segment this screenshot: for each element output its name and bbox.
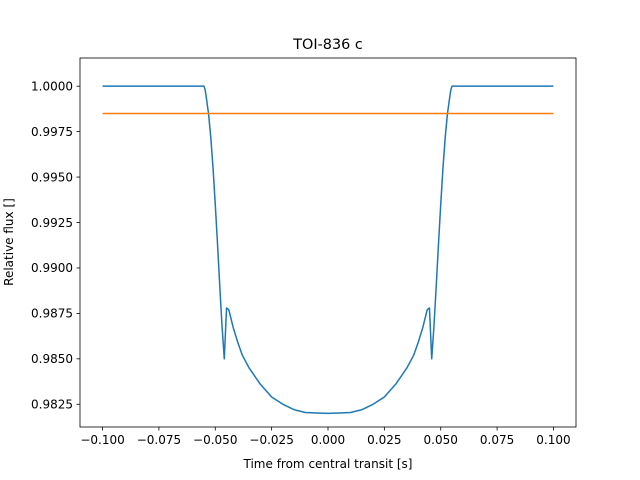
y-tick-label: 0.9825 (31, 398, 73, 412)
y-tick-label: 0.9900 (31, 261, 73, 275)
chart-title: TOI-836 c (292, 37, 363, 53)
x-tick-label: 0.025 (367, 433, 401, 447)
x-axis: −0.100 −0.075 −0.050 −0.025 0.000 0.025 0.050 0… (80, 427, 571, 447)
series-line-0 (102, 85, 554, 415)
y-tick-label: 0.9925 (31, 216, 73, 230)
y-axis-label: Relative flux [] (2, 198, 16, 286)
plot-frame (79, 57, 577, 428)
y-axis: 0.9825 0.9850 0.9875 0.9900 0.9925 0.9950 0.99… (31, 79, 80, 412)
x-tick-label: −0.025 (249, 433, 293, 447)
y-tick-label: 0.9850 (31, 352, 73, 366)
y-tick-label: 0.9950 (31, 170, 73, 184)
x-tick-label: −0.100 (80, 433, 124, 447)
x-tick-label: 0.050 (424, 433, 458, 447)
x-axis-label: Time from central transit [s] (243, 457, 413, 471)
y-tick-label: 1.0000 (31, 79, 73, 93)
y-tick-label: 0.9875 (31, 307, 73, 321)
y-tick-label: 0.9975 (31, 125, 73, 139)
x-tick-label: −0.050 (193, 433, 237, 447)
plot-area (102, 85, 554, 415)
x-tick-label: 0.075 (480, 433, 514, 447)
x-tick-label: 0.100 (536, 433, 570, 447)
x-tick-label: −0.075 (137, 433, 181, 447)
x-tick-label: 0.000 (311, 433, 345, 447)
